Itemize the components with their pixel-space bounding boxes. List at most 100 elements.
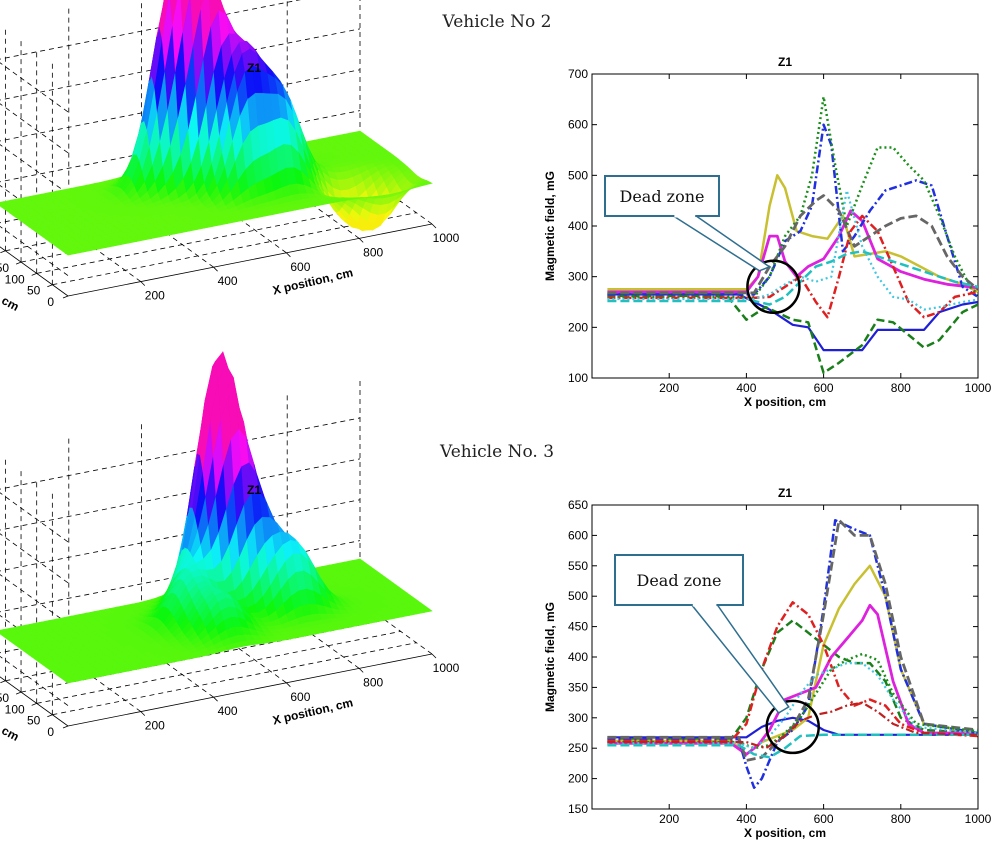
y-tick-label: 300 [568,270,588,284]
grid-line [0,417,361,490]
x-tick-label: 400 [218,704,238,718]
grid-line [0,103,69,154]
vehicle-3-title: Vehicle No. 3 [439,442,555,462]
grid-line [0,615,69,665]
y-axis-label: Magmetic field, mG [543,171,557,281]
grid-line [0,225,69,276]
surface-cell [420,608,433,613]
y-axis-label: Magmetic field, mG [543,602,557,712]
surface-cell [170,0,178,27]
y-tick-label: 0 [47,295,54,309]
y-tick-label: 400 [568,219,588,233]
vehicle-2-surface-plot: 2004006008001000501001502000200300400500… [0,0,460,314]
x-tick [140,281,146,286]
y-tick [47,714,53,718]
y-tick-label: 300 [568,711,588,725]
x-tick [213,266,218,272]
x-tick [431,223,437,229]
x-tick [358,668,364,673]
grid-line [0,144,69,195]
grid-line [0,69,361,142]
y-tick-label: 50 [27,284,41,298]
series-line-8 [607,214,978,319]
y-tick-label: 150 [568,802,588,816]
y-tick-label: 100 [5,272,25,286]
x-axis-label: X position, cm [744,826,826,840]
y-tick-label: 200 [568,320,588,334]
x-tick-label: 600 [290,690,310,704]
y-tick [0,250,6,254]
y-tick [15,261,22,265]
y-tick [15,691,22,695]
y-tick-label: 450 [568,620,588,634]
dead-zone-circle [765,699,820,755]
y-tick-label: 150 [0,691,9,705]
chart-title: Z1 [778,486,792,500]
y-tick-label: 100 [568,371,588,385]
x-tick [286,252,291,258]
series-line-1 [607,293,978,352]
series-line-4 [607,209,978,294]
x-tick [286,682,291,688]
x-tick-label: 1000 [965,381,992,395]
grid-line [0,110,361,183]
series-line-8 [607,601,978,743]
x-tick [431,653,437,659]
grid-line [0,492,69,543]
x-tick [358,238,364,243]
x-tick-label: 1000 [433,661,460,675]
y-tick-label: 400 [568,650,588,664]
grid-line [0,499,361,572]
vehicle-3-surface-plot: 2004006008001000501001502000200300400500… [0,350,460,744]
x-tick-label: 400 [736,812,756,826]
plot-area [591,504,979,810]
series-line-7 [607,652,978,750]
x-axis-label: X position, cm [271,265,354,297]
y-tick-label: 50 [27,714,41,728]
x-tick-label: 600 [290,260,310,274]
x-tick [213,696,218,702]
y-tick-label: 550 [568,559,588,573]
y-tick-label: 500 [568,589,588,603]
series-line-7 [607,194,978,295]
grid-line [0,458,361,531]
x-tick-label: 1000 [965,812,992,826]
series-line-9 [607,250,978,306]
y-tick-label: 250 [568,741,588,755]
x-tick-label: 200 [145,289,165,303]
x-tick-label: 1000 [433,231,460,245]
grid-line [0,574,69,625]
dead-zone-callout-box [614,554,744,606]
series-line-2 [607,619,978,741]
x-tick [140,711,146,716]
grid-line [52,642,417,716]
series-line-6 [607,95,978,299]
x-tick-label: 600 [814,381,834,395]
y-tick-label: 700 [568,67,588,81]
x-tick-label: 600 [814,812,834,826]
series-line-6 [607,518,978,762]
y-tick-label: 0 [47,725,54,739]
grid-line [36,630,401,704]
series-line-4 [607,603,978,756]
dead-zone-label: Dead zone [637,571,722,590]
y-tick-label: 600 [568,118,588,132]
x-axis-label: X position, cm [744,395,826,409]
y-tick-label: 650 [568,498,588,512]
x-tick-label: 400 [736,381,756,395]
plot-area [591,73,979,379]
y-tick [47,284,53,288]
y-tick-label: 600 [568,528,588,542]
dead-zone-circle [746,259,801,315]
series-line-5 [607,123,978,298]
x-axis-line [67,653,433,727]
series-line-1 [607,716,978,739]
x-axis-label: X position, cm [271,695,354,727]
grid-line [0,185,69,235]
x-tick-label: 200 [145,719,165,733]
vehicle-2-title: Vehicle No 2 [442,12,552,32]
dead-zone-label: Dead zone [620,187,705,206]
x-tick-label: 800 [891,381,911,395]
y-axis-line [0,676,69,727]
grid-line [0,655,69,706]
